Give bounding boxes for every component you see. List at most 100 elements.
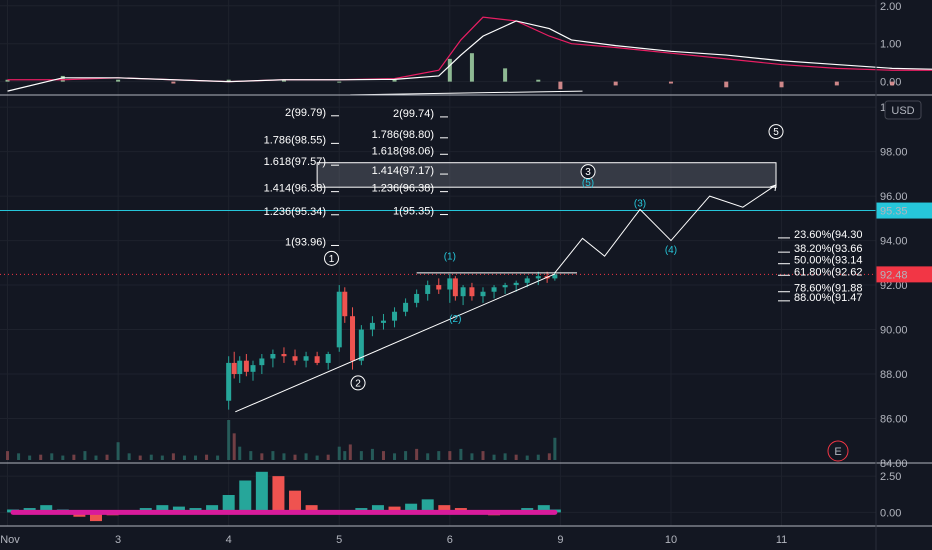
fib-ret-right-label: 23.60%(94.30 [794,229,863,241]
wave-marker [580,164,596,180]
wave-label: 2 [355,378,361,389]
candle-body [380,320,386,323]
fib-ext-left-label: 1(93.96) [285,236,326,248]
macd-panel[interactable]: 2.001.000.00 [5,1,932,96]
wave-label: 3 [585,167,591,178]
time-tick-label: 9 [557,534,563,546]
price-tick-label: 96.00 [880,191,908,203]
fib-ext-left-label: 1.236(95.34) [264,206,326,218]
fib-ret-right-label: 88.00%(91.47 [794,292,863,304]
volume-bar [72,454,76,460]
target-zone [316,162,777,188]
momentum-bar [206,505,219,513]
wave-label: (5) [582,178,594,189]
candle-body [303,356,309,361]
volume-bar [94,455,98,460]
volume-bar [227,420,231,460]
volume-bar [116,442,120,460]
momentum-panel[interactable]: 2.50 0.00 [7,471,901,522]
candle-body [350,316,356,361]
volume-bar [304,453,308,460]
momentum-tick-label: 2.50 [880,471,901,483]
event-badge [827,440,849,462]
price-level-label: 92.48 [880,269,908,281]
macd-histogram-bar [116,79,121,82]
volume-bar [437,451,441,460]
price-level-badge [876,266,932,283]
fib-ret-right-label: 61.80%(92.62 [794,266,863,278]
volume-bar [481,451,485,460]
projected-path [554,184,777,274]
wave-label: (2) [449,314,461,325]
volume-bar [459,448,463,460]
macd-histogram-bar [5,79,10,82]
time-tick-label: 6 [447,534,453,546]
volume-bar [249,451,253,460]
momentum-bar [421,499,434,513]
time-tick-label: 10 [665,534,677,546]
wave-marker [324,250,340,266]
volume-bar [238,446,242,460]
candle-body [513,282,519,286]
candle-body [447,278,453,290]
volume-bar [393,453,397,460]
momentum-bar [272,476,285,513]
fib-ret-right-label: 38.20%(93.66 [794,243,863,255]
fib-ext-left-label: 1.618(97.57) [264,156,326,168]
time-axis[interactable]: Nov 3 4 5 6 9 10 11 [0,534,787,546]
price-level-badge [876,202,932,219]
price-panel[interactable]: 100.0098.0096.0094.0092.0090.0088.0086.0… [0,102,932,470]
candle-body [226,362,232,401]
volume-bar [39,454,43,460]
volume-bar [553,437,557,460]
currency-button[interactable]: USD [884,100,922,120]
fib-ext-mid-label: 1.786(98.80) [372,129,434,141]
candle-body [552,274,558,279]
volume-bar [448,451,452,460]
volume-bar [282,453,286,460]
momentum-bar [537,505,550,513]
volume-bar [6,451,10,460]
wave-label: 5 [773,127,779,138]
price-tick-label: 92.00 [880,280,908,292]
volume-bar [381,451,385,460]
momentum-bar [89,512,102,522]
momentum-bar [405,503,418,513]
fib-ext-left-label: 2(99.79) [285,107,326,119]
volume-bar [514,454,518,460]
volume-bar [415,448,419,460]
macd-divergence-line [350,90,583,96]
fib-ext-left-label: 1.786(98.55) [264,134,326,146]
candle-body [250,365,256,372]
macd-histogram-bar [226,79,231,82]
macd-histogram-bar [469,53,474,82]
price-tick-label: 94.00 [880,236,908,248]
momentum-bar [222,495,235,513]
volume-bar [343,451,347,460]
volume-bar [149,454,153,460]
time-tick-label: 11 [776,534,787,546]
momentum-bar [239,480,252,513]
price-tick-label: 90.00 [880,325,908,337]
volume-bar [348,444,352,460]
macd-histogram-bar [171,81,176,84]
volume-bar [404,451,408,460]
macd-histogram-bar [668,81,673,84]
price-tick-label: 84.00 [880,458,908,470]
event-badge-label: E [834,446,841,458]
fib-ext-mid-label: 1.236(96.38) [372,183,434,195]
macd-histogram-bar [392,79,397,82]
volume-bar [194,455,198,460]
wave-marker [768,124,784,140]
macd-tick-label: 2.00 [880,1,901,13]
price-level-label: 95.35 [880,206,908,218]
wave-label: 1 [329,254,335,265]
candle-body [342,291,348,317]
volume-bar [525,455,529,460]
candle-body [369,322,375,330]
volume-bar [260,453,264,460]
candle-body [469,287,475,297]
candle-body [502,285,508,288]
fib-ext-left-label: 1.414(96.38) [264,183,326,195]
